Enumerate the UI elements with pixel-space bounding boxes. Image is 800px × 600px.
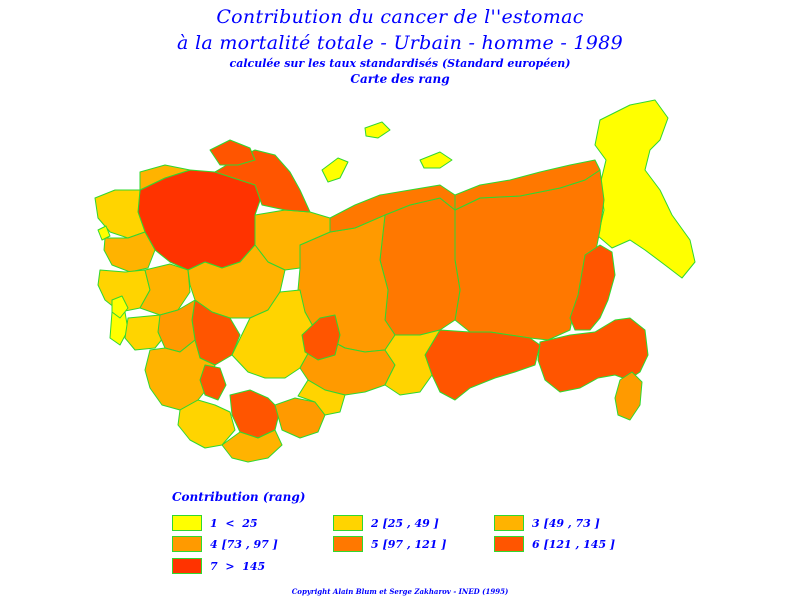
legend-swatch-4: [172, 536, 202, 552]
map-title-block: Contribution du cancer de l''estomac à l…: [0, 4, 800, 88]
copyright-notice: Copyright Alain Blum et Serge Zakharov -…: [291, 587, 509, 596]
legend-label-3: 3 [49 , 73 ]: [532, 516, 600, 530]
legend-swatch-7: [172, 558, 202, 574]
legend-swatch-3: [494, 515, 524, 531]
legend-label-1: 1 < 25: [210, 516, 258, 530]
region-altai: [384, 329, 441, 396]
legend-item-6: 6 [121 , 145 ]: [494, 535, 615, 553]
legend-label-4: 4 [73 , 97 ]: [210, 537, 278, 551]
region-west-yellow: [111, 295, 129, 319]
map-type-label: Carte des rang: [350, 72, 450, 86]
map-title-line2: à la mortalité totale - Urbain - homme -…: [177, 32, 623, 54]
region-kaliningrad: [97, 225, 111, 241]
region-arctic-island-2: [419, 151, 453, 169]
region-kazakh-north: [301, 314, 341, 361]
legend-item-1: 1 < 25: [172, 514, 258, 532]
legend-swatch-5: [333, 536, 363, 552]
legend-title: Contribution (rang): [172, 490, 306, 504]
region-tajik: [221, 429, 283, 463]
region-novaya-zemlya: [321, 157, 349, 183]
region-sakhalin: [614, 371, 643, 421]
region-yakutia-north: [454, 159, 601, 211]
legend-swatch-6: [494, 536, 524, 552]
legend-swatch-2: [333, 515, 363, 531]
region-south-kazakh: [297, 379, 346, 416]
legend-item-5: 5 [97 , 121 ]: [333, 535, 446, 553]
legend-label-5: 5 [97 , 121 ]: [371, 537, 447, 551]
legend-item-3: 3 [49 , 73 ]: [494, 514, 600, 532]
region-central-siberia: [379, 197, 461, 336]
legend-label-7: 7 > 145: [210, 559, 266, 573]
map-subtitle: calculée sur les taux standardisés (Stan…: [229, 57, 571, 70]
legend-item-7: 7 > 145: [172, 557, 265, 575]
region-arctic-island: [364, 121, 391, 139]
region-karelia: [139, 164, 191, 191]
region-belarus: [103, 231, 156, 273]
map-title-line1: Contribution du cancer de l''estomac: [216, 6, 584, 28]
region-turkmen: [177, 399, 236, 449]
region-kola: [209, 139, 256, 166]
legend-swatch-1: [172, 515, 202, 531]
region-kyrgyz: [274, 397, 326, 439]
legend-item-2: 2 [25 , 49 ]: [333, 514, 439, 532]
legend-label-2: 2 [25 , 49 ]: [371, 516, 439, 530]
region-baikal: [424, 329, 541, 401]
legend-label-6: 6 [121 , 145 ]: [532, 537, 616, 551]
legend-item-4: 4 [73 , 97 ]: [172, 535, 278, 553]
region-caspian: [199, 364, 227, 401]
region-khabarovsk: [569, 244, 616, 331]
